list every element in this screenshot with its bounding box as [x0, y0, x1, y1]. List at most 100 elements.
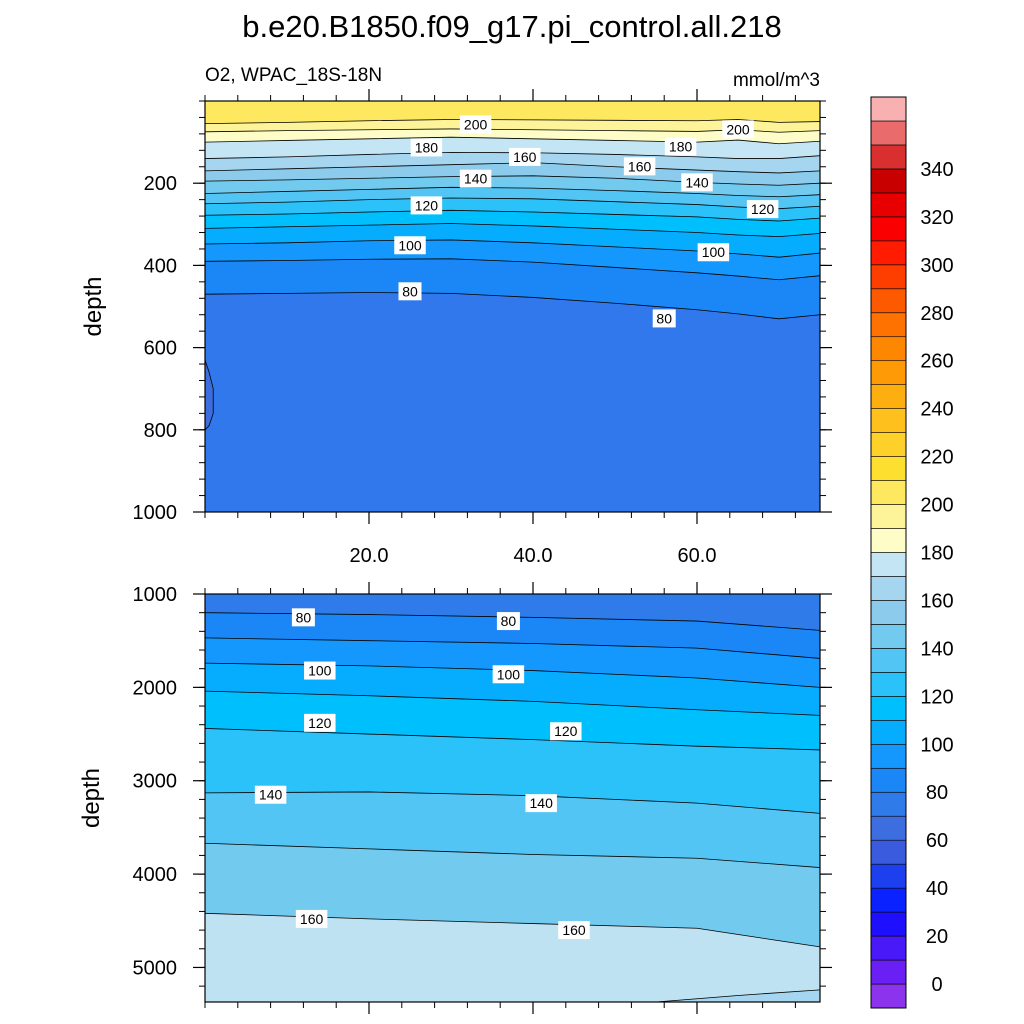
colorbar-label: 60 [926, 830, 948, 852]
contour-labels: 80 80 100 100 120 120 140 140 160 160 [254, 608, 590, 940]
y-tick-label: 1000 [133, 584, 178, 606]
colorbar-label: 140 [920, 638, 953, 660]
colorbar: 0 20 40 60 80 100 120 140 160 180 200 220 240 260 280 3… [870, 96, 954, 1009]
contour-line-90 [205, 258, 820, 281]
contour-label-box [295, 909, 328, 928]
contour-label-box [254, 785, 287, 804]
colorbar-label: 0 [931, 974, 942, 996]
contour-label: 140 [259, 787, 283, 803]
contour-label: 180 [415, 139, 439, 155]
contour-label-box [492, 665, 525, 684]
y-tick-label: 3000 [133, 771, 178, 793]
contour-line-190 [205, 128, 820, 133]
colorbar-swatch [870, 168, 907, 194]
colorbar-swatch [870, 360, 907, 385]
contour-label-box [746, 200, 779, 219]
contour-line-140 [205, 186, 820, 198]
contour-label-box [398, 282, 422, 301]
contour-label-box [558, 921, 590, 940]
colorbar-swatch [870, 120, 907, 146]
colorbar-swatch [870, 600, 907, 625]
colorbar-swatch [870, 504, 907, 529]
contour-line-90 [205, 637, 820, 659]
contour-line-100 [205, 239, 820, 258]
colorbar-swatch [870, 432, 907, 457]
units-label: mmol/m^3 [733, 70, 820, 91]
contour-line-110 [205, 690, 820, 716]
colorbar-label: 180 [920, 543, 953, 565]
contour-label-box [722, 120, 754, 139]
contour-label: 160 [628, 158, 652, 174]
y-axis-label: depth [78, 768, 105, 828]
plot-frame [204, 593, 821, 1003]
colorbar-label: 80 [926, 782, 948, 804]
colorbar-swatch [870, 815, 907, 841]
y-tick-label: 2000 [133, 677, 178, 699]
contour-line-120 [205, 209, 820, 222]
contour-label-box [394, 236, 426, 255]
contour-line-200 [205, 119, 820, 125]
contour-label: 80 [296, 609, 312, 625]
x-tick-label: 40.0 [514, 545, 553, 567]
colorbar-label: 240 [920, 399, 953, 421]
contour-lines [205, 119, 820, 431]
colorbar-swatch [870, 983, 907, 1009]
colorbar-frame [870, 96, 907, 1009]
colorbar-label: 200 [920, 495, 953, 517]
contour-band-70 [205, 359, 214, 430]
contour-label-box [652, 309, 676, 328]
contour-fills [205, 594, 820, 1002]
colorbar-swatch [870, 528, 907, 553]
colorbar-label: 320 [920, 207, 953, 229]
colorbar-swatch [870, 672, 907, 697]
colorbar-swatch [870, 336, 907, 362]
contour-label: 100 [398, 237, 422, 253]
colorbar-swatch [870, 720, 907, 745]
colorbar-label: 220 [920, 447, 953, 469]
contour-band-top [205, 101, 820, 124]
colorbar-swatch [870, 456, 907, 481]
y-tick-label: 200 [144, 173, 177, 195]
colorbar-swatch [870, 96, 907, 122]
colorbar-swatch [870, 288, 907, 314]
colorbar-swatch [870, 552, 907, 577]
colorbar-swatch [870, 959, 907, 985]
y-tick-label: 800 [144, 420, 177, 442]
colorbar-label: 300 [920, 255, 953, 277]
colorbar-swatch [870, 312, 907, 338]
colorbar-swatch [870, 240, 907, 266]
colorbar-swatch [870, 648, 907, 673]
contour-label: 160 [562, 922, 586, 938]
variable-label: O2, WPAC_18S-18N [205, 65, 382, 86]
contour-label: 160 [300, 911, 324, 927]
contour-label-box [410, 138, 443, 157]
contour-line-170 [205, 151, 820, 159]
colorbar-swatch [870, 144, 907, 170]
contour-label-box [697, 243, 730, 262]
contour-line-150 [205, 175, 820, 186]
colorbar-swatch [870, 408, 907, 433]
y-tick-label: 5000 [133, 957, 178, 979]
contour-label: 80 [501, 613, 517, 629]
contour-label: 80 [656, 310, 672, 326]
y-axis: 1000 2000 3000 4000 5000 [133, 584, 832, 987]
contour-line-140 [205, 842, 820, 868]
contour-line-110 [205, 223, 820, 238]
panel-upper: 200 180 160 160 180 200 140 140 120 120 100 100 80 80… [80, 89, 832, 567]
colorbar-swatch [870, 216, 907, 242]
contour-line-160 [655, 989, 820, 1002]
colorbar-swatch [870, 480, 907, 505]
colorbar-swatch [870, 384, 907, 409]
colorbar-label: 20 [926, 926, 948, 948]
chart-title: b.e20.B1850.f09_g17.pi_control.all.218 [242, 9, 782, 44]
contour-label: 100 [702, 244, 726, 260]
colorbar-swatch [870, 911, 907, 937]
x-tick-label: 60.0 [678, 545, 717, 567]
contour-label: 120 [308, 715, 332, 731]
colorbar-swatch [870, 192, 907, 218]
colorbar-swatch [870, 696, 907, 721]
contour-label-box [681, 173, 713, 192]
colorbar-label: 260 [920, 351, 953, 373]
contour-label: 120 [415, 197, 439, 213]
colorbar-swatch [870, 791, 907, 817]
